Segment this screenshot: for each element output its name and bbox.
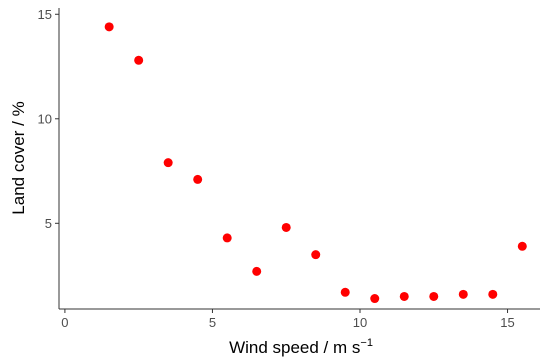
data-point bbox=[370, 294, 380, 304]
data-point bbox=[517, 241, 527, 251]
data-point bbox=[488, 289, 498, 299]
x-axis-ticks: 0 5 10 15 bbox=[61, 309, 515, 330]
y-tick-label: 10 bbox=[38, 111, 52, 126]
data-point bbox=[163, 158, 173, 168]
data-point bbox=[222, 233, 232, 243]
data-point bbox=[252, 266, 262, 276]
data-point bbox=[104, 22, 114, 32]
x-tick-label: 15 bbox=[500, 315, 514, 330]
y-tick-label: 5 bbox=[45, 216, 52, 231]
y-tick-label: 15 bbox=[38, 7, 52, 22]
data-point bbox=[340, 287, 350, 297]
data-point bbox=[281, 222, 291, 232]
data-point bbox=[429, 291, 439, 301]
data-points bbox=[104, 22, 527, 304]
y-axis-title: Land cover / % bbox=[9, 101, 28, 214]
x-axis-title: Wind speed / m s−1 bbox=[229, 337, 373, 357]
x-axis-title-superscript: −1 bbox=[360, 337, 373, 349]
data-point bbox=[193, 174, 203, 184]
data-point bbox=[399, 291, 409, 301]
x-tick-label: 5 bbox=[209, 315, 216, 330]
data-point bbox=[134, 55, 144, 65]
data-point bbox=[311, 250, 321, 260]
x-tick-label: 10 bbox=[353, 315, 367, 330]
x-tick-label: 0 bbox=[61, 315, 68, 330]
y-axis-ticks: 5 10 15 bbox=[38, 7, 59, 231]
x-axis-title-text: Wind speed / m s bbox=[229, 338, 360, 357]
data-point bbox=[458, 289, 468, 299]
